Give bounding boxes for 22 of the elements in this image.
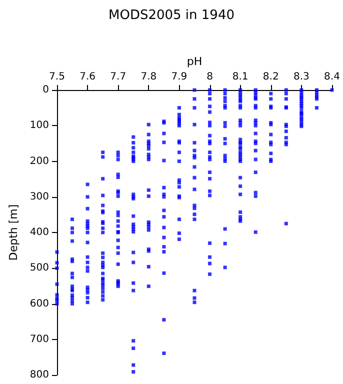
x-tick-label: 8.3: [293, 72, 310, 82]
y-tick-label: 600: [30, 298, 49, 310]
x-tick-label: 7.9: [171, 72, 188, 82]
x-tick-label: 7.7: [110, 72, 126, 82]
chart-title: MODS2005 in 1940: [108, 8, 234, 23]
y-tick-label: 300: [30, 191, 49, 202]
x-tick-label: 7.5: [49, 72, 65, 82]
y-tick-label: 400: [30, 227, 49, 238]
y-axis-title: Depth [m]: [7, 204, 20, 261]
x-axis-title: pH: [186, 55, 202, 68]
x-tick-label: 8.4: [324, 72, 340, 82]
y-tick-label: 800: [30, 370, 49, 380]
x-tick-label: 7.6: [80, 72, 96, 82]
y-tick-label: 100: [30, 120, 49, 132]
x-tick-label: 8.2: [262, 72, 279, 82]
y-tick-label: 200: [30, 156, 49, 167]
x-tick-label: 8.1: [232, 72, 248, 82]
y-tick-label: 700: [30, 334, 49, 345]
y-tick-label: 500: [30, 262, 49, 274]
y-tick-label: 0: [42, 84, 49, 96]
x-tick-label: 7.8: [140, 72, 157, 82]
x-tick-label: 8: [206, 72, 213, 82]
